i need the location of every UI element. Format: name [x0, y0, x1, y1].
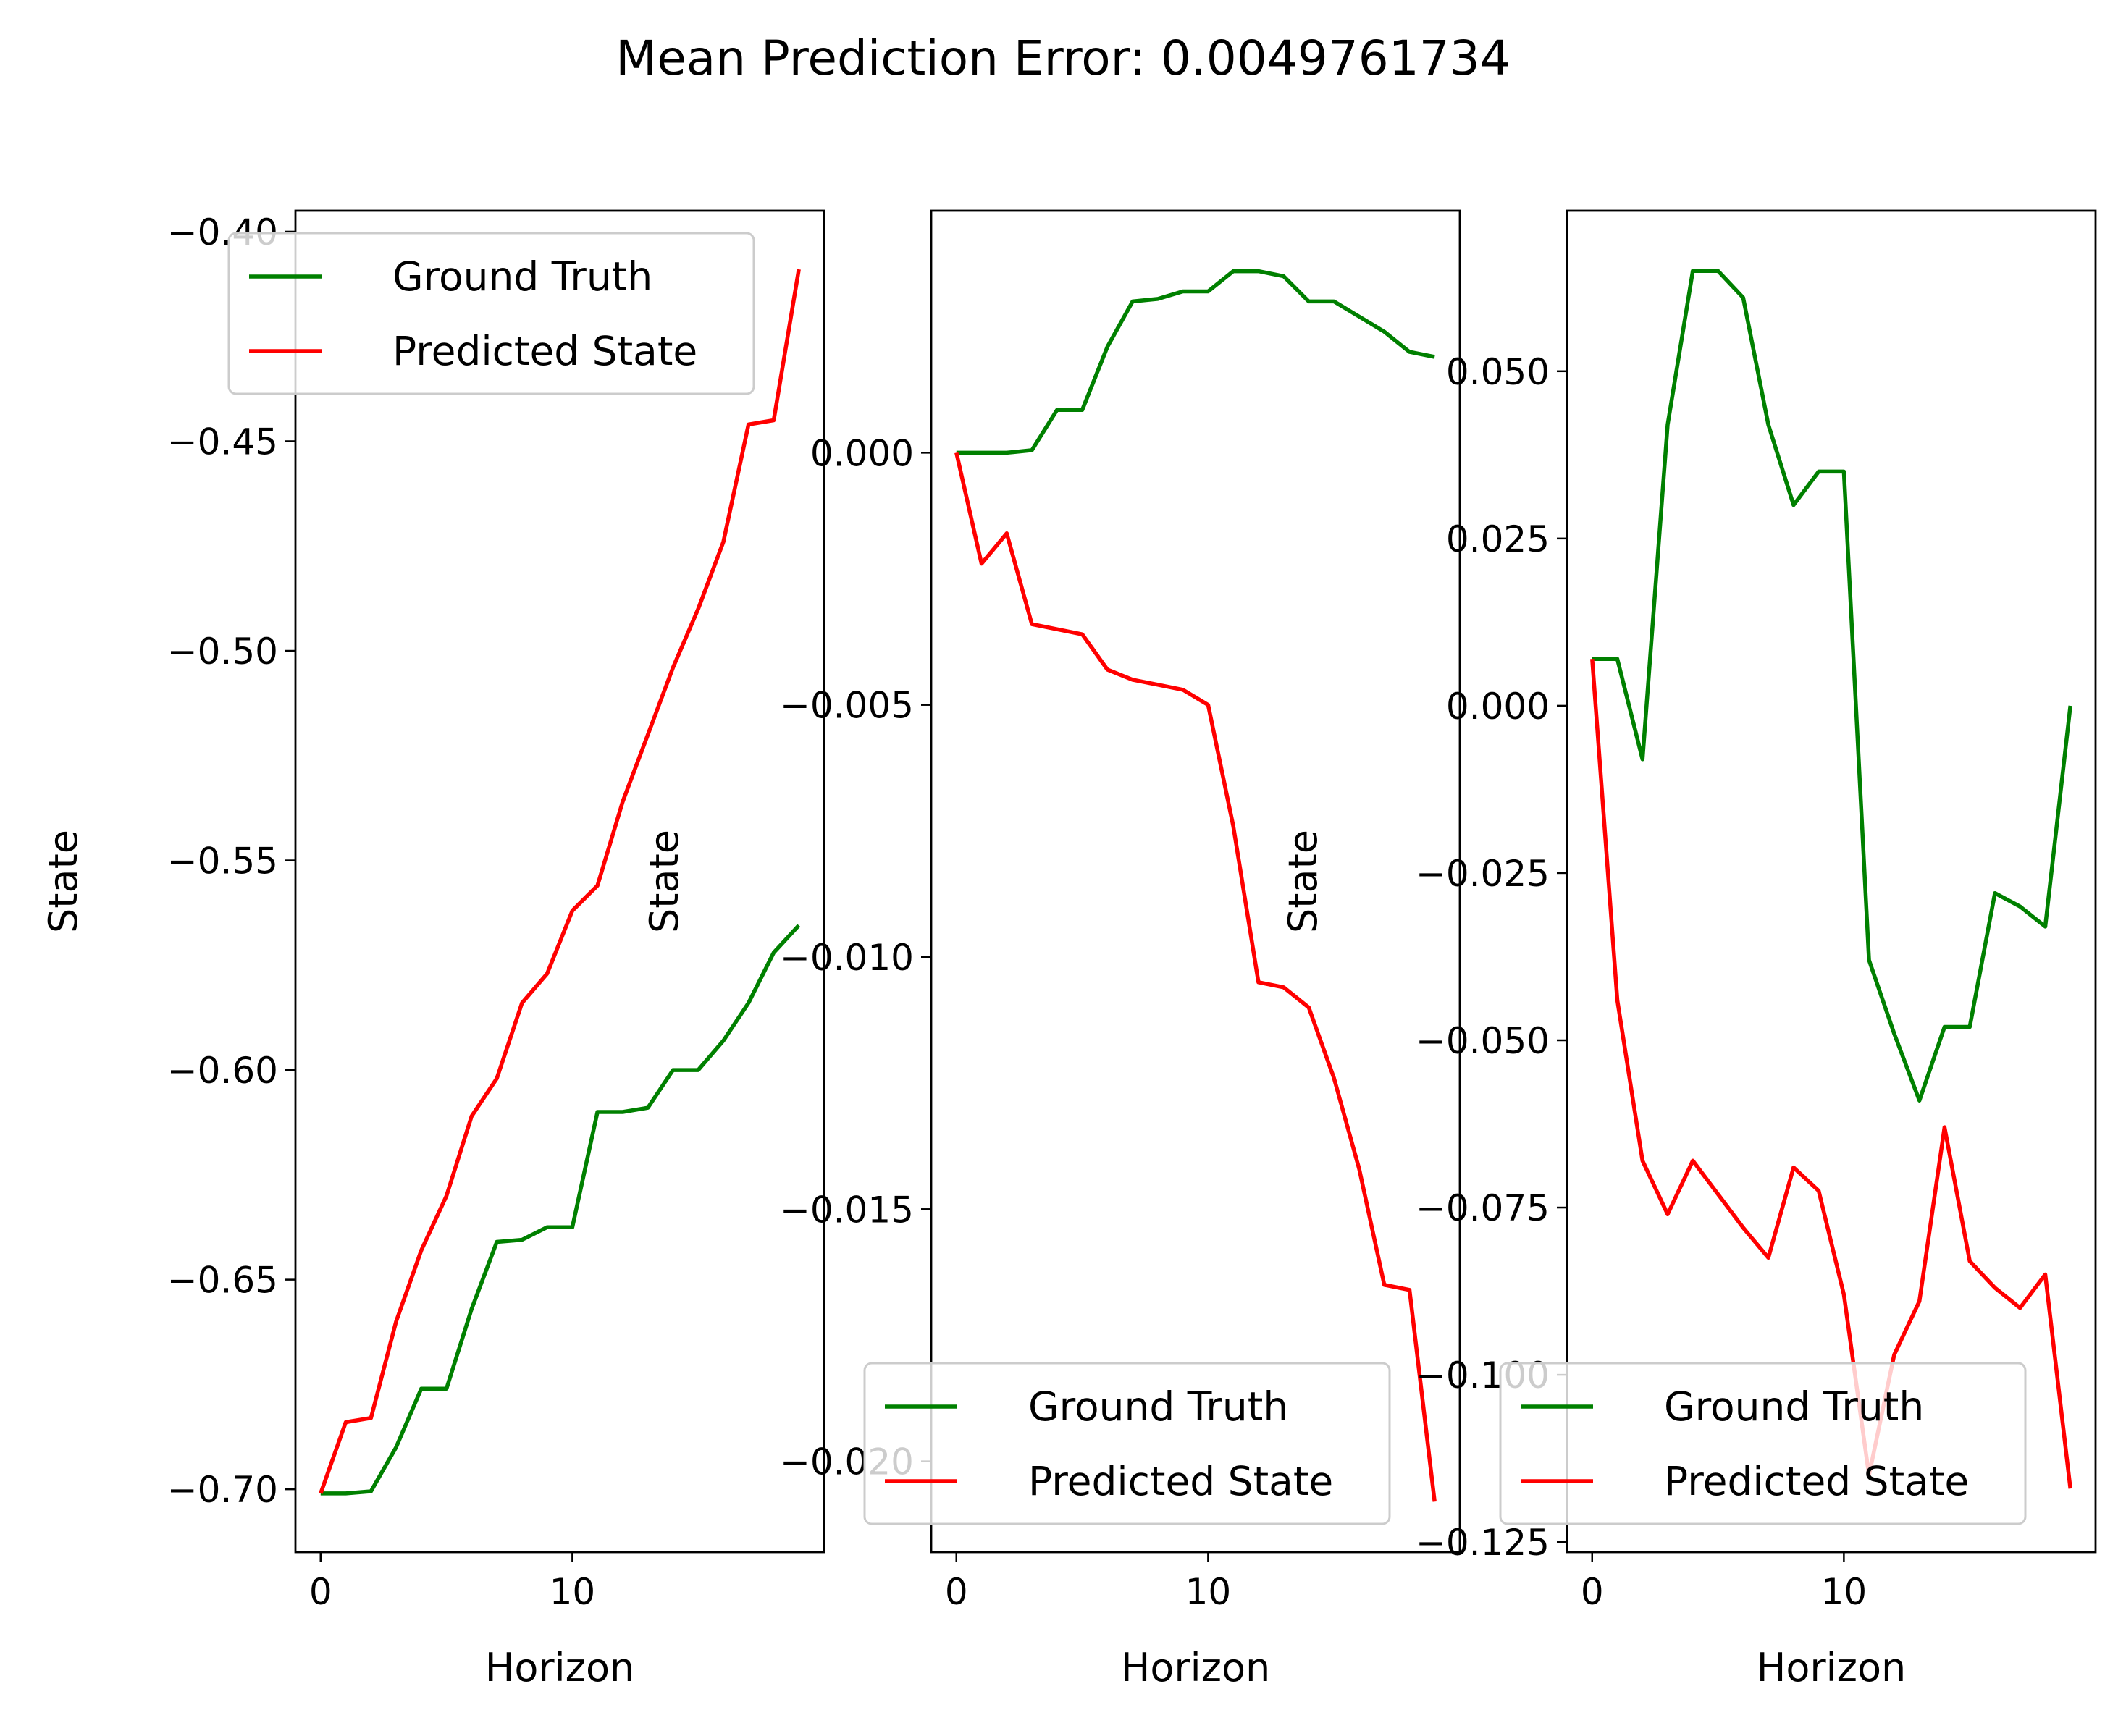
legend: Ground Truth Predicted State — [1499, 1362, 2027, 1525]
series-line-predicted-state — [319, 269, 801, 1494]
y-tick-label: 0.025 — [1446, 518, 1550, 560]
y-tick-label: −0.010 — [780, 937, 914, 979]
x-tick-label: 0 — [309, 1571, 332, 1613]
legend-label: Predicted State — [392, 328, 697, 374]
y-axis-label: State — [642, 830, 687, 933]
axes-frame — [930, 209, 1461, 1554]
y-axis-label: State — [41, 830, 86, 933]
y-tick-label: −0.025 — [1416, 853, 1550, 895]
x-axis-label: Horizon — [485, 1645, 634, 1690]
x-axis-label: Horizon — [1121, 1645, 1270, 1690]
y-tick-label: −0.050 — [1416, 1020, 1550, 1062]
y-axis-label: State — [1280, 830, 1326, 933]
x-tick-label: 10 — [550, 1571, 596, 1613]
y-tick-label: −0.50 — [167, 631, 278, 673]
legend-box — [863, 1362, 1391, 1525]
axes-frame — [294, 209, 825, 1554]
legend-label: Ground Truth — [1028, 1383, 1288, 1430]
y-tick-label: 0.050 — [1446, 351, 1550, 393]
subplot-1: 0 10−0.70−0.65−0.60−0.55−0.50−0.45−0.40Ho… — [41, 209, 825, 1690]
legend-label: Predicted State — [1664, 1458, 1969, 1504]
legend-label: Ground Truth — [1664, 1383, 1924, 1430]
axes-frame — [1566, 209, 2097, 1554]
legend-label: Ground Truth — [392, 253, 652, 300]
x-tick-label: 0 — [1581, 1571, 1604, 1613]
y-tick-label: −0.075 — [1416, 1187, 1550, 1229]
legend-label: Predicted State — [1028, 1458, 1333, 1504]
y-tick-label: −0.60 — [167, 1050, 278, 1092]
x-axis-label: Horizon — [1757, 1645, 1906, 1690]
y-tick-label: 0.000 — [810, 432, 914, 474]
subplot-3: 0 10−0.125−0.100−0.075−0.050−0.0250.0000.… — [1280, 209, 2097, 1690]
subplots: 0 10−0.70−0.65−0.60−0.55−0.50−0.45−0.40Ho… — [41, 209, 2097, 1690]
y-tick-label: 0.000 — [1446, 686, 1550, 728]
series-line-ground-truth — [956, 269, 1435, 455]
series-line-ground-truth — [1592, 269, 2072, 1103]
legend: Ground Truth Predicted State — [863, 1362, 1391, 1525]
legend: Ground Truth Predicted State — [227, 232, 755, 395]
legend-box — [227, 232, 755, 395]
y-tick-label: −0.005 — [780, 685, 914, 727]
y-tick-label: −0.125 — [1416, 1522, 1550, 1564]
series-line-ground-truth — [320, 924, 801, 1496]
y-tick-label: −0.70 — [167, 1469, 278, 1511]
figure-title: Mean Prediction Error: 0.0049761734 — [615, 30, 1510, 86]
x-tick-label: 0 — [945, 1571, 968, 1613]
series-line-predicted-state — [954, 452, 1437, 1502]
y-tick-label: −0.015 — [780, 1189, 914, 1231]
y-tick-label: −0.65 — [167, 1260, 278, 1302]
x-tick-label: 10 — [1821, 1571, 1867, 1613]
series-line-predicted-state — [1590, 658, 2072, 1489]
y-tick-label: −0.55 — [167, 840, 278, 882]
legend-box — [1499, 1362, 2027, 1525]
x-tick-label: 10 — [1185, 1571, 1232, 1613]
y-tick-label: −0.45 — [167, 421, 278, 463]
subplot-2: 0 10−0.020−0.015−0.010−0.0050.000HorizonS… — [642, 209, 1461, 1690]
